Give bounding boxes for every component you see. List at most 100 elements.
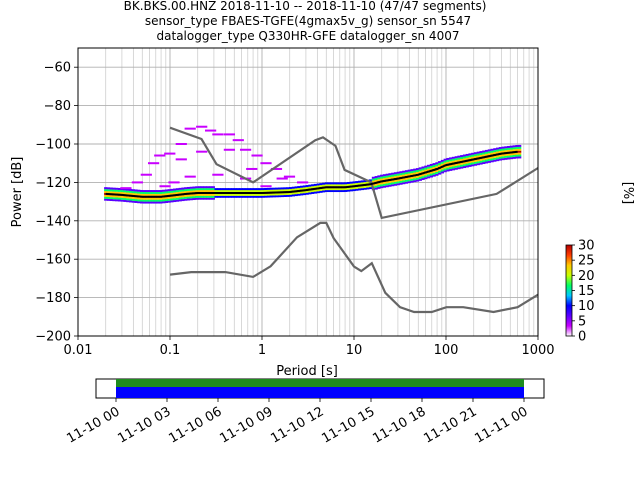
heatmap-cell bbox=[324, 184, 329, 187]
heatmap-cell bbox=[451, 164, 456, 167]
heatmap-cell bbox=[399, 182, 403, 185]
heatmap-cell bbox=[344, 189, 348, 192]
heatmap-cell bbox=[462, 156, 467, 159]
heatmap-cell bbox=[186, 196, 191, 199]
heatmap-cell bbox=[222, 190, 226, 193]
heatmap-cell bbox=[443, 166, 447, 169]
heatmap-cell bbox=[258, 193, 262, 196]
heatmap-cell bbox=[333, 182, 337, 185]
heatmap-cell bbox=[451, 156, 456, 159]
heatmap-cell bbox=[277, 193, 282, 196]
data-coverage-bar bbox=[116, 379, 524, 387]
heatmap-cell bbox=[468, 153, 472, 156]
x-tick-label: 0.1 bbox=[160, 343, 181, 358]
heatmap-cell bbox=[156, 201, 160, 204]
heatmap-cell bbox=[242, 193, 246, 196]
colorbar-tick-label: 20 bbox=[578, 269, 595, 284]
heatmap-cell bbox=[424, 177, 428, 180]
heatmap-cell bbox=[195, 193, 199, 196]
heatmap-cell bbox=[264, 189, 268, 192]
heatmap-cell bbox=[220, 193, 224, 196]
heatmap-cell bbox=[236, 193, 240, 196]
heatmap-cell bbox=[222, 188, 226, 191]
heatmap-cell bbox=[305, 186, 309, 189]
heatmap-cell bbox=[168, 181, 180, 184]
heatmap-cell bbox=[211, 193, 215, 196]
heatmap-cell bbox=[421, 176, 425, 179]
heatmap-cell bbox=[451, 168, 456, 171]
heatmap-cell bbox=[421, 170, 425, 173]
heatmap-cell bbox=[181, 187, 185, 190]
heatmap-cell bbox=[145, 190, 149, 193]
heatmap-cell bbox=[460, 155, 464, 158]
heatmap-cell bbox=[123, 196, 127, 199]
heatmap-cell bbox=[266, 193, 271, 196]
heatmap-cell bbox=[156, 197, 160, 200]
time-tick-label: 11-10 00 bbox=[64, 404, 122, 446]
heatmap-cell bbox=[297, 186, 301, 189]
heatmap-cell bbox=[410, 172, 414, 175]
heatmap-cell bbox=[120, 195, 124, 198]
heatmap-cell bbox=[380, 176, 384, 179]
heatmap-cell bbox=[446, 161, 450, 164]
heatmap-cell bbox=[253, 193, 257, 196]
heatmap-cell bbox=[167, 191, 171, 194]
heatmap-cell bbox=[404, 177, 409, 180]
heatmap-cell bbox=[220, 190, 224, 193]
heatmap-cell bbox=[484, 159, 489, 162]
heatmap-cell bbox=[374, 183, 378, 186]
heatmap-cell bbox=[330, 190, 334, 193]
heatmap-cell bbox=[126, 198, 130, 201]
heatmap-cell bbox=[208, 197, 213, 200]
heatmap-cell bbox=[294, 194, 298, 197]
heatmap-cell bbox=[270, 167, 283, 170]
heatmap-cell bbox=[159, 185, 171, 188]
chart-title-line-1: BK.BKS.00.HNZ 2018-11-10 -- 2018-11-10 (… bbox=[124, 0, 487, 13]
heatmap-cell bbox=[112, 197, 116, 200]
heatmap-cell bbox=[206, 186, 210, 189]
heatmap-cell bbox=[449, 161, 453, 164]
heatmap-cell bbox=[371, 178, 376, 181]
heatmap-cell bbox=[206, 197, 210, 200]
heatmap-cell bbox=[115, 195, 119, 198]
heatmap-cell bbox=[200, 197, 204, 200]
heatmap-cell bbox=[424, 173, 428, 176]
heatmap-cell bbox=[352, 183, 356, 186]
heatmap-cell bbox=[139, 189, 144, 192]
heatmap-cell bbox=[137, 199, 141, 202]
heatmap-cell bbox=[349, 189, 353, 192]
heatmap-cell bbox=[380, 182, 384, 185]
heatmap-cell bbox=[349, 187, 353, 190]
heatmap-cell bbox=[468, 162, 472, 165]
heatmap-cell bbox=[151, 193, 155, 196]
heatmap-cell bbox=[167, 196, 171, 199]
heatmap-cell bbox=[112, 189, 116, 192]
heatmap-cell bbox=[382, 183, 387, 186]
heatmap-cell bbox=[424, 167, 428, 170]
heatmap-cell bbox=[363, 185, 367, 188]
plot-curves bbox=[105, 126, 539, 314]
x-tick-label: 0.01 bbox=[64, 343, 93, 358]
heatmap-cell bbox=[175, 195, 180, 198]
heatmap-cell bbox=[352, 189, 356, 192]
heatmap-cell bbox=[208, 190, 213, 193]
heatmap-cell bbox=[289, 192, 293, 195]
heatmap-cell bbox=[261, 190, 265, 193]
heatmap-cell bbox=[435, 171, 439, 174]
heatmap-cell bbox=[308, 184, 312, 187]
heatmap-cell bbox=[415, 170, 420, 173]
heatmap-cell bbox=[275, 189, 279, 192]
heatmap-cell bbox=[454, 158, 458, 161]
heatmap-cell bbox=[134, 199, 138, 202]
time-tick-label: 11-10 09 bbox=[217, 404, 275, 446]
heatmap-cell bbox=[189, 194, 193, 197]
heatmap-cell bbox=[197, 188, 202, 191]
heatmap-cell bbox=[260, 162, 272, 165]
heatmap-cell bbox=[322, 184, 326, 187]
heatmap-cell bbox=[460, 162, 464, 165]
heatmap-cell bbox=[134, 200, 138, 203]
heatmap-cell bbox=[200, 186, 204, 189]
heatmap-cell bbox=[140, 173, 152, 176]
heatmap-cell bbox=[286, 189, 290, 192]
heatmap-cell bbox=[512, 147, 516, 150]
